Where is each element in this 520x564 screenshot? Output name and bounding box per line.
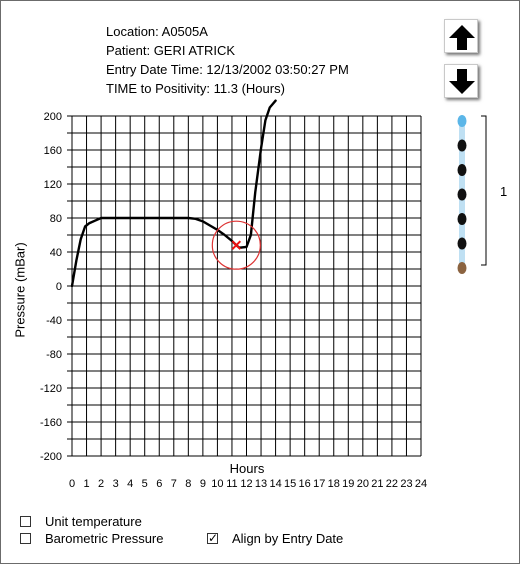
entry-date-time-text: Entry Date Time: 12/13/2002 03:50:27 PM: [106, 62, 349, 77]
y-tick-label: 40: [50, 247, 62, 259]
y-tick-label: 200: [44, 111, 62, 123]
scroll-up-button[interactable]: [444, 19, 478, 53]
x-tick-label: 15: [284, 478, 296, 490]
y-tick-label: 120: [44, 179, 62, 191]
patient-text: Patient: GERI ATRICK: [106, 43, 236, 58]
y-tick-label: 160: [44, 145, 62, 157]
barometric-pressure-checkbox[interactable]: [20, 533, 31, 544]
bottle-indicator: [457, 115, 487, 274]
indicator-dot: [457, 213, 467, 225]
chart-series-layer: [70, 99, 277, 288]
y-tick-label: 0: [56, 281, 62, 293]
arrow-up-icon: [449, 25, 475, 50]
x-tick-label: 20: [357, 478, 369, 490]
x-tick-label: 14: [269, 478, 281, 490]
x-tick-label: 7: [171, 478, 177, 490]
x-tick-label: 5: [142, 478, 148, 490]
x-axis-label: Hours: [229, 461, 265, 476]
align-by-entry-date-checkbox[interactable]: ✓: [207, 531, 219, 545]
indicator-dot: [457, 139, 467, 152]
positivity-marker: [211, 220, 261, 270]
y-axis-label: Pressure (mBar): [12, 242, 28, 338]
indicator-dot: [457, 164, 467, 176]
x-tick-label: 8: [185, 478, 191, 490]
chart-grid: [71, 115, 422, 457]
y-tick-label: 80: [50, 213, 62, 225]
x-tick-label: 10: [211, 478, 223, 490]
indicator-dot: [457, 237, 467, 250]
x-tick-label: 19: [342, 478, 354, 490]
positivity-x-mark: [231, 240, 242, 250]
scroll-down-button[interactable]: [444, 64, 478, 98]
arrow-down-icon: [449, 69, 475, 94]
x-tick-label: 16: [299, 478, 311, 490]
y-tick-label: -120: [40, 383, 62, 395]
x-tick-label: 0: [69, 478, 75, 490]
x-tick-label: 13: [255, 478, 267, 490]
x-tick-label: 1: [83, 478, 89, 490]
indicator-dot: [457, 188, 467, 201]
pressure-line: [70, 99, 277, 288]
indicator-bracket: [481, 115, 487, 266]
unit-temperature-label: Unit temperature: [45, 514, 142, 529]
indicator-dot: [457, 262, 467, 274]
time-to-positivity-text: TIME to Positivity: 11.3 (Hours): [106, 81, 285, 96]
x-tick-label: 9: [200, 478, 206, 490]
x-tick-label: 23: [400, 478, 412, 490]
positivity-circle: [211, 220, 261, 270]
indicator-group-label: 1: [500, 184, 508, 199]
y-tick-label: -200: [40, 451, 62, 463]
checkmark-icon: ✓: [208, 531, 219, 545]
x-tick-label: 6: [156, 478, 162, 490]
x-tick-label: 3: [113, 478, 119, 490]
x-tick-label: 2: [98, 478, 104, 490]
location-text: Location: A0505A: [106, 24, 208, 39]
indicator-dot: [457, 115, 467, 127]
x-tick-label: 22: [386, 478, 398, 490]
x-tick-label: 21: [371, 478, 383, 490]
x-tick-label: 11: [226, 478, 237, 490]
x-tick-label: 18: [328, 478, 340, 490]
y-tick-label: -160: [40, 417, 62, 429]
barometric-pressure-label: Barometric Pressure: [45, 531, 164, 546]
y-tick-label: -40: [46, 315, 62, 327]
y-tick-label: -80: [46, 349, 62, 361]
x-tick-label: 12: [240, 478, 252, 490]
x-tick-label: 24: [415, 478, 427, 490]
align-by-entry-date-label: Align by Entry Date: [232, 531, 344, 546]
unit-temperature-checkbox[interactable]: [20, 516, 31, 527]
x-tick-label: 4: [127, 478, 133, 490]
x-tick-label: 17: [313, 478, 325, 490]
